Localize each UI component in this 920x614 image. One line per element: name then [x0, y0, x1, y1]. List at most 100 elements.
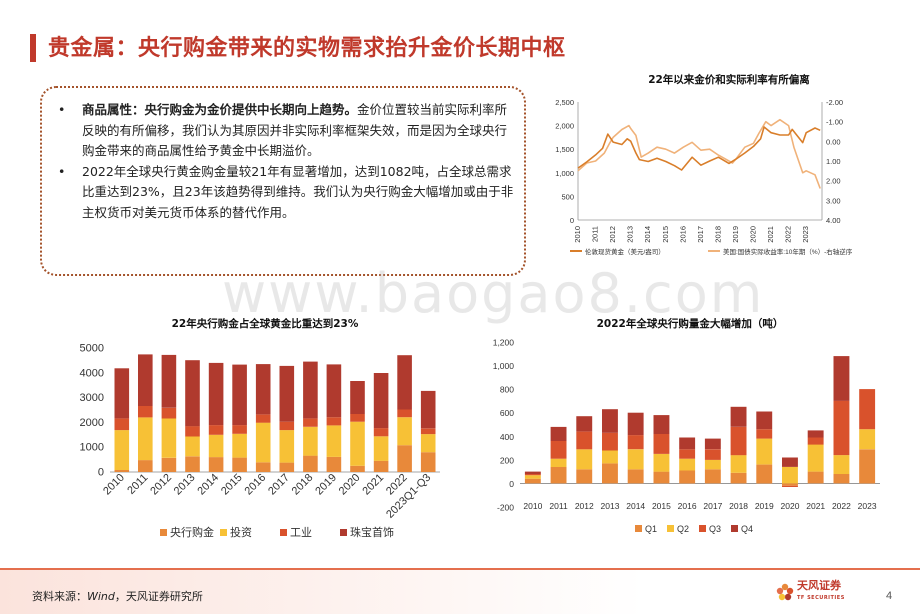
x-tick-label: 2011 [125, 472, 150, 497]
bar-segment [833, 474, 850, 484]
bar-segment [161, 418, 177, 458]
bar-segment [679, 470, 696, 484]
x-tick-label: 2013 [626, 226, 635, 243]
bar-segment [279, 421, 295, 431]
flower-logo-icon [776, 583, 794, 601]
bullet-text: 2022年全球央行黄金购金量较21年有显著增加，达到1082吨，占全球总需求比重… [82, 163, 514, 220]
y-right-tick-label: 1.00 [826, 157, 841, 166]
bar-segment [420, 390, 436, 429]
legend-swatch [699, 525, 706, 532]
y-tick-label: 1,000 [493, 361, 515, 371]
bar-segment [730, 472, 747, 484]
y-right-tick-label: 2.00 [826, 177, 841, 186]
x-tick-label: 2020 [337, 472, 363, 498]
summary-card [40, 86, 526, 276]
bar-segment [782, 485, 798, 487]
bar-segment [420, 428, 436, 435]
x-tick-label: 2015 [661, 226, 670, 243]
bar-segment [232, 433, 247, 458]
bar-segment [161, 407, 177, 419]
bar-segment [185, 426, 200, 437]
y-tick-label: 800 [500, 385, 514, 395]
x-tick-label: 2019 [731, 226, 740, 243]
y-left-tick-label: 500 [561, 192, 574, 201]
bar-segment [602, 432, 618, 451]
bar-segment [114, 418, 130, 431]
bar-segment [255, 364, 271, 415]
bar-segment [704, 459, 721, 470]
legend-label: 工业 [290, 526, 312, 539]
bar-segment [397, 417, 412, 446]
y-left-tick-label: 1,000 [555, 169, 574, 178]
bar-segment [782, 483, 798, 486]
bar-segment [627, 435, 644, 450]
x-tick-label: 2020 [781, 501, 800, 511]
x-tick-label: 2012 [148, 472, 174, 498]
bullet-lead: 商品属性：央行购金为金价提供中长期向上趋势。 [82, 102, 358, 117]
x-tick-label: 2011 [591, 226, 600, 242]
legend-swatch [340, 529, 347, 536]
x-tick-label: 2016 [678, 226, 687, 243]
bar-segment [350, 465, 365, 472]
legend-label: Q2 [677, 524, 689, 534]
bar-segment [653, 415, 670, 434]
bullet-text: 金价位置较当前实际利率所反映的有所偏移，我们认为其原因并非实际利率框架失效，而是… [82, 102, 508, 158]
bar-segment [255, 422, 271, 463]
bar-segment [114, 430, 130, 470]
bar-segment [653, 471, 670, 484]
x-tick-label: 2023 [801, 226, 810, 243]
bar-segment [208, 425, 224, 435]
bar-segment [627, 449, 644, 470]
bar-segment [550, 466, 567, 484]
x-tick-label: 2013 [601, 501, 620, 511]
bar-segment [602, 450, 618, 464]
x-tick-label: 2023 [858, 501, 877, 511]
bar-segment [807, 444, 824, 472]
bar-segment [232, 457, 247, 472]
bar-segment [420, 452, 436, 472]
x-tick-label: 2010 [523, 501, 542, 511]
x-tick-label: 2018 [713, 226, 722, 243]
y-right-tick-label: 4.00 [826, 216, 841, 225]
bar-segment [679, 458, 696, 471]
bar-segment [138, 354, 153, 406]
page-number: 4 [886, 590, 893, 602]
bar-segment [756, 438, 773, 465]
bar-segment [782, 457, 798, 467]
bar-segment [350, 414, 365, 422]
bar-segment [627, 412, 644, 436]
bar-segment [255, 462, 271, 472]
source-prefix: 资料来源： [32, 590, 87, 603]
tf-securities-logo: 天风证券 TF SECURITIES [776, 580, 845, 604]
bar-segment [833, 400, 850, 456]
bar-segment [161, 457, 177, 472]
bar-segment [255, 414, 271, 423]
y-left-tick-label: 1,500 [555, 145, 574, 154]
bar-segment [524, 474, 541, 476]
x-tick-label: 2017 [696, 226, 705, 243]
legend-label: 投资 [230, 525, 252, 539]
legend-swatch [280, 529, 287, 536]
y-left-tick-label: 0 [570, 216, 574, 225]
y-tick-label: 0 [98, 467, 104, 479]
x-tick-label: 2020 [749, 226, 758, 243]
bar-segment [524, 475, 541, 479]
bar-segment [859, 389, 876, 430]
bar-segment [303, 455, 318, 472]
bar-segment [397, 445, 412, 472]
x-tick-label: 2017 [266, 472, 292, 498]
bar-segment [730, 426, 747, 456]
bar-segment [807, 471, 824, 484]
bar-segment [326, 456, 342, 472]
logo-name: 天风证券 [797, 579, 841, 592]
bar-segment [704, 469, 721, 484]
bar-segment [303, 418, 318, 427]
legend-label: Q3 [709, 524, 721, 534]
bar-segment [782, 466, 798, 484]
source-note: 资料来源：Wind，天风证券研究所 [32, 588, 203, 604]
x-tick-label: 2018 [729, 501, 748, 511]
bar-segment [279, 430, 295, 463]
bar-segment [397, 409, 412, 418]
bar-segment [576, 469, 593, 484]
bar-segment [807, 430, 824, 438]
